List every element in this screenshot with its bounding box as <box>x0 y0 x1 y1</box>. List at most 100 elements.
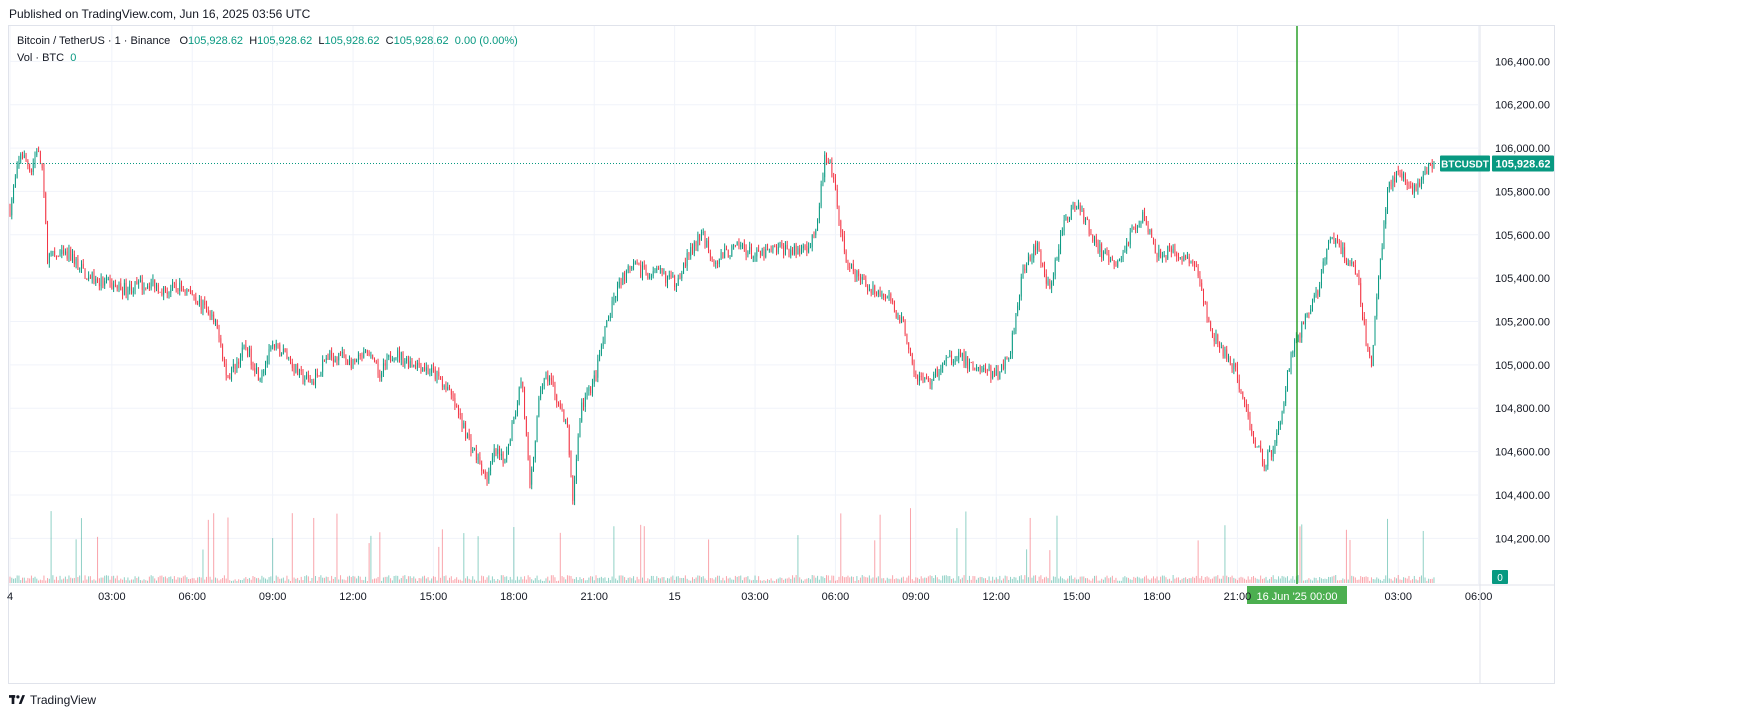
candle-body <box>952 361 954 363</box>
candle-body <box>282 348 284 355</box>
candle-body <box>1088 219 1090 234</box>
volume-bar <box>1265 576 1267 583</box>
volume-bar <box>1401 579 1403 583</box>
candle-body <box>1349 263 1351 264</box>
volume-bar <box>883 578 885 583</box>
candle-body <box>583 402 584 407</box>
candle-body <box>302 371 304 383</box>
candle-body <box>470 438 472 451</box>
volume-bar <box>695 577 697 583</box>
volume-bar <box>282 577 284 583</box>
candle-body <box>1258 445 1260 447</box>
candle-body <box>734 244 736 246</box>
volume-bar <box>1247 576 1249 583</box>
candle-body <box>381 372 383 378</box>
candle-body <box>1094 236 1095 242</box>
volume-bar <box>792 575 794 583</box>
candle-body <box>227 375 229 377</box>
candle-body <box>447 386 449 390</box>
candle-body <box>152 279 154 283</box>
candle-body <box>599 354 600 360</box>
candle-body <box>340 352 341 354</box>
volume-bar <box>306 575 308 583</box>
candle-body <box>770 249 772 251</box>
volume-bar <box>38 580 40 583</box>
volume-bar <box>1038 576 1040 583</box>
volume-bar <box>1415 579 1417 583</box>
volume-bar <box>1094 575 1096 583</box>
candle-body <box>1410 185 1412 188</box>
candle-body <box>1281 411 1283 423</box>
candle-body <box>813 234 815 236</box>
volume-bar <box>985 578 987 583</box>
volume-bar <box>341 579 343 583</box>
candle-body <box>967 356 969 369</box>
volume-bar <box>348 575 350 583</box>
volume-bar <box>322 577 324 583</box>
volume-bar <box>1195 575 1197 583</box>
candle-body <box>1019 296 1020 306</box>
volume-bar <box>1372 579 1374 583</box>
volume-bar <box>1052 576 1054 583</box>
candle-body <box>463 423 465 429</box>
candle-body <box>195 297 197 304</box>
volume-bar <box>395 575 397 583</box>
volume-bar <box>833 575 835 583</box>
volume-bar <box>420 578 422 583</box>
volume-bar <box>407 576 409 583</box>
candle-body <box>449 386 450 390</box>
candle-body <box>920 376 922 377</box>
symbol-label[interactable]: Bitcoin / TetherUS · 1 · Binance <box>17 35 171 47</box>
volume-bar <box>836 580 838 583</box>
candle-body <box>270 346 272 350</box>
candle-body <box>479 457 481 464</box>
volume-bar <box>1294 579 1296 583</box>
candle-body <box>365 350 366 352</box>
volume-bar <box>609 580 611 583</box>
volume-bar <box>1376 577 1378 583</box>
volume-bar <box>1306 579 1308 583</box>
volume-bar <box>365 576 367 583</box>
tradingview-footer[interactable]: TradingView <box>9 693 96 707</box>
candle-body <box>443 386 445 388</box>
volume-bar <box>402 575 404 583</box>
candle-body <box>75 258 77 265</box>
candle-body <box>817 219 818 231</box>
candle-body <box>486 477 488 481</box>
volume-bar <box>572 578 574 583</box>
volume-bar <box>1002 578 1004 583</box>
volume-bar <box>1272 575 1274 583</box>
volume-bar <box>373 578 375 583</box>
candle-body <box>77 258 79 269</box>
candle-body <box>140 280 141 282</box>
candle-body <box>1270 450 1272 457</box>
volume-bar <box>88 576 90 583</box>
volume-bar <box>711 578 713 583</box>
volume-bar <box>1322 578 1324 583</box>
volume-bar <box>793 577 795 583</box>
candle-body <box>831 162 833 178</box>
volume-bar <box>908 575 910 583</box>
candle-body <box>400 352 402 360</box>
candle-body <box>756 249 758 257</box>
candle-body <box>1015 313 1017 332</box>
candle-body <box>1372 344 1374 367</box>
candle-body <box>324 359 325 361</box>
volume-label[interactable]: Vol · BTC <box>17 52 65 64</box>
candle-body <box>206 304 207 312</box>
volume-bar <box>1176 577 1178 583</box>
volume-bar <box>161 575 163 583</box>
candle-body <box>104 281 106 286</box>
candle-body <box>1103 251 1104 259</box>
volume-bar <box>129 580 131 583</box>
volume-bar <box>130 579 132 583</box>
candle-body <box>927 378 929 382</box>
volume-bar <box>247 578 249 583</box>
volume-bar <box>1417 580 1419 583</box>
volume-bar <box>384 576 386 583</box>
volume-bar <box>525 579 527 583</box>
volume-bar <box>1328 576 1330 583</box>
volume-bar <box>974 576 976 583</box>
volume-bar <box>599 577 601 583</box>
